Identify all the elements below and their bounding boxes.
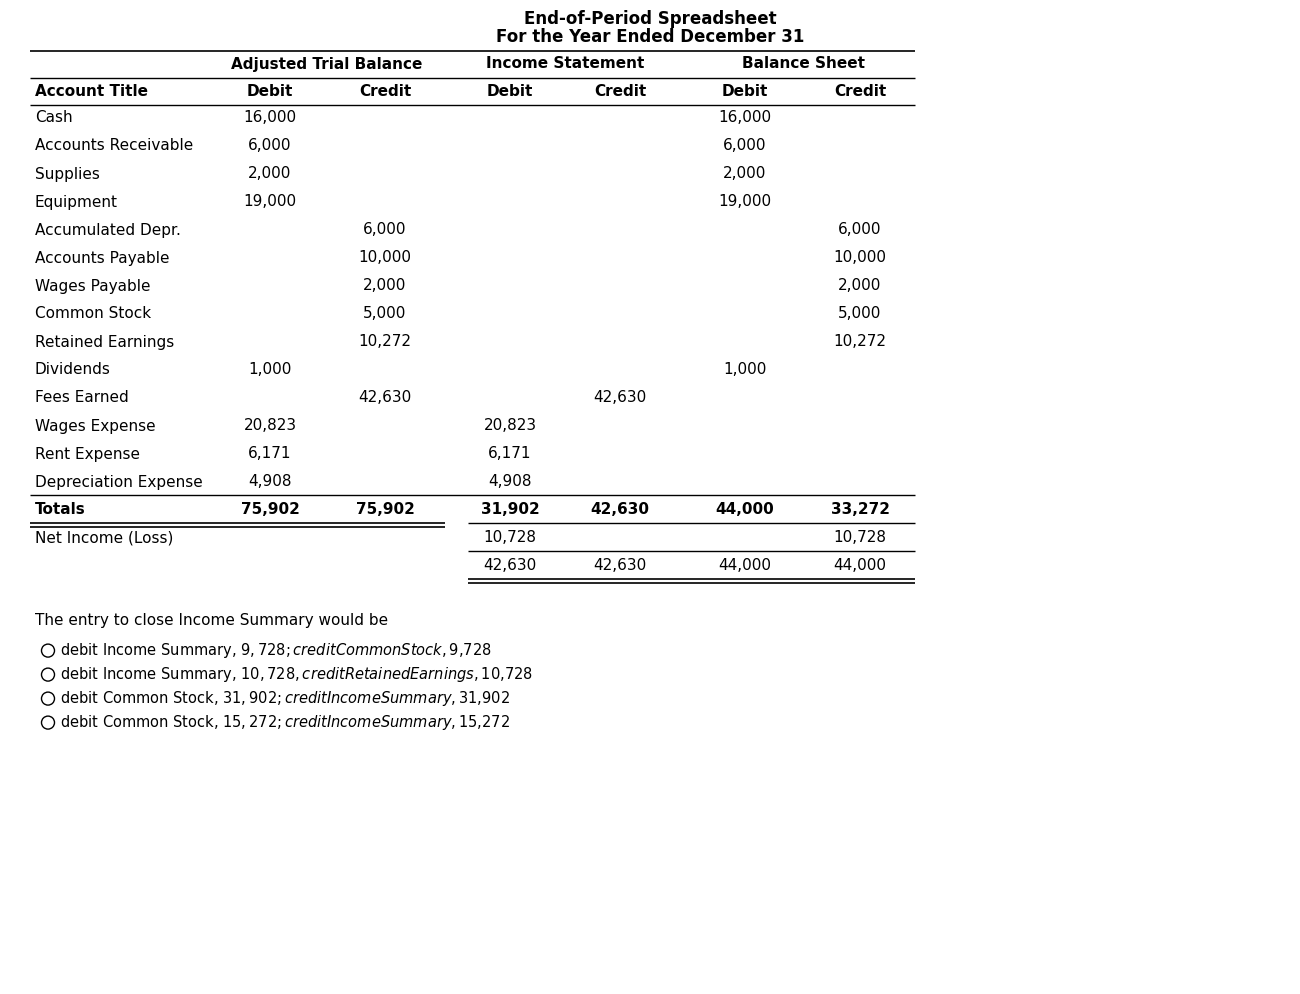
Text: 6,000: 6,000 (723, 138, 767, 153)
Text: 6,171: 6,171 (489, 446, 532, 461)
Text: 4,908: 4,908 (248, 474, 291, 489)
Text: Rent Expense: Rent Expense (35, 446, 140, 461)
Text: Accounts Payable: Accounts Payable (35, 250, 169, 265)
Text: Supplies: Supplies (35, 167, 100, 182)
Text: Debit: Debit (722, 83, 768, 98)
Text: debit Common Stock, $15,272; credit Income Summary, $15,272: debit Common Stock, $15,272; credit Inco… (60, 713, 510, 733)
Text: 10,000: 10,000 (359, 250, 412, 265)
Text: Accumulated Depr.: Accumulated Depr. (35, 223, 181, 238)
Text: Adjusted Trial Balance: Adjusted Trial Balance (231, 57, 422, 72)
Text: Retained Earnings: Retained Earnings (35, 335, 174, 350)
Text: Credit: Credit (594, 83, 646, 98)
Text: 20,823: 20,823 (243, 418, 296, 433)
Text: debit Income Summary, $10,728, credit Retained Earnings, $10,728: debit Income Summary, $10,728, credit Re… (60, 665, 533, 684)
Text: 10,728: 10,728 (833, 531, 887, 546)
Text: 1,000: 1,000 (723, 363, 767, 378)
Text: 42,630: 42,630 (593, 559, 646, 574)
Text: 42,630: 42,630 (593, 391, 646, 406)
Text: Wages Payable: Wages Payable (35, 278, 151, 293)
Text: 33,272: 33,272 (831, 503, 889, 518)
Text: debit Income Summary, $9,728; credit Common Stock, $9,728: debit Income Summary, $9,728; credit Com… (60, 641, 491, 660)
Text: Cash: Cash (35, 110, 73, 125)
Text: 42,630: 42,630 (590, 503, 650, 518)
Text: 6,000: 6,000 (838, 223, 881, 238)
Text: 6,000: 6,000 (363, 223, 407, 238)
Text: 44,000: 44,000 (719, 559, 771, 574)
Text: End-of-Period Spreadsheet: End-of-Period Spreadsheet (524, 10, 776, 28)
Text: 16,000: 16,000 (719, 110, 772, 125)
Text: 75,902: 75,902 (356, 503, 415, 518)
Text: 20,823: 20,823 (484, 418, 537, 433)
Text: 4,908: 4,908 (489, 474, 532, 489)
Text: 44,000: 44,000 (833, 559, 887, 574)
Text: 16,000: 16,000 (243, 110, 296, 125)
Text: 19,000: 19,000 (719, 195, 772, 210)
Text: 5,000: 5,000 (838, 306, 881, 321)
Text: 44,000: 44,000 (715, 503, 775, 518)
Text: 2,000: 2,000 (723, 167, 767, 182)
Text: 6,000: 6,000 (248, 138, 291, 153)
Text: 2,000: 2,000 (363, 278, 407, 293)
Text: Totals: Totals (35, 503, 86, 518)
Text: Common Stock: Common Stock (35, 306, 151, 321)
Text: 31,902: 31,902 (481, 503, 540, 518)
Text: 10,272: 10,272 (359, 335, 412, 350)
Text: Wages Expense: Wages Expense (35, 418, 156, 433)
Text: 10,728: 10,728 (484, 531, 537, 546)
Text: Equipment: Equipment (35, 195, 118, 210)
Text: For the Year Ended December 31: For the Year Ended December 31 (495, 28, 805, 46)
Text: debit Common Stock, $31,902; credit Income Summary, $31,902: debit Common Stock, $31,902; credit Inco… (60, 689, 510, 708)
Text: The entry to close Income Summary would be: The entry to close Income Summary would … (35, 613, 389, 628)
Text: 6,171: 6,171 (248, 446, 291, 461)
Text: 75,902: 75,902 (240, 503, 299, 518)
Text: Balance Sheet: Balance Sheet (741, 57, 864, 72)
Text: 5,000: 5,000 (363, 306, 407, 321)
Text: 1,000: 1,000 (248, 363, 291, 378)
Text: Fees Earned: Fees Earned (35, 391, 129, 406)
Text: 2,000: 2,000 (248, 167, 291, 182)
Text: Dividends: Dividends (35, 363, 111, 378)
Text: 10,000: 10,000 (833, 250, 887, 265)
Text: Debit: Debit (247, 83, 294, 98)
Text: 2,000: 2,000 (838, 278, 881, 293)
Text: 10,272: 10,272 (833, 335, 887, 350)
Text: 42,630: 42,630 (484, 559, 537, 574)
Text: Account Title: Account Title (35, 83, 148, 98)
Text: Net Income (Loss): Net Income (Loss) (35, 531, 173, 546)
Text: Debit: Debit (486, 83, 533, 98)
Text: 42,630: 42,630 (359, 391, 412, 406)
Text: Depreciation Expense: Depreciation Expense (35, 474, 203, 489)
Text: Credit: Credit (359, 83, 411, 98)
Text: Credit: Credit (833, 83, 887, 98)
Text: Income Statement: Income Statement (486, 57, 645, 72)
Text: Accounts Receivable: Accounts Receivable (35, 138, 194, 153)
Text: 19,000: 19,000 (243, 195, 296, 210)
